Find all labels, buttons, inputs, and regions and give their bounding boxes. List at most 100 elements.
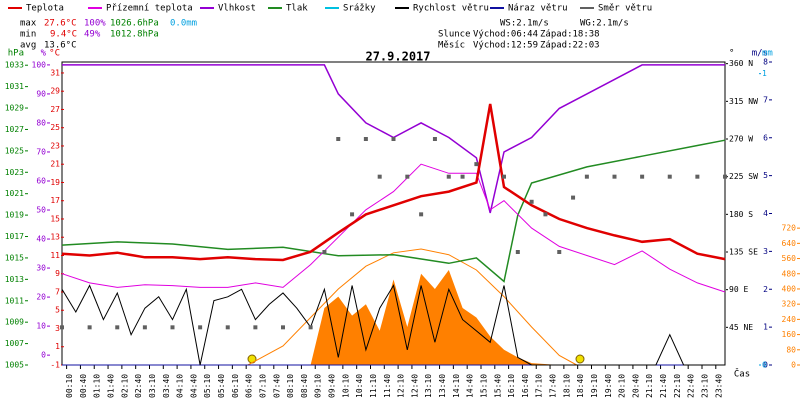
y-tick-label: 180 S bbox=[729, 210, 753, 219]
wind-direction-point bbox=[350, 212, 355, 217]
x-tick-label: 13:40 bbox=[438, 374, 447, 398]
y-axis-title: ° bbox=[729, 49, 734, 59]
x-tick-label: 05:40 bbox=[217, 374, 226, 398]
x-tick-label: 15:40 bbox=[493, 374, 502, 398]
legend-label: Teplota bbox=[26, 4, 64, 14]
x-tick-label: 20:10 bbox=[618, 374, 627, 398]
y-tick-label: 240 bbox=[782, 315, 797, 324]
y-tick-label: 320 bbox=[782, 300, 797, 309]
y-axis-title: m/s bbox=[752, 49, 768, 59]
y-tick-label: 60 bbox=[36, 176, 46, 185]
x-tick-label: 01:40 bbox=[107, 374, 116, 398]
x-tick-label: 11:10 bbox=[369, 374, 378, 398]
y-tick-label: 1005 bbox=[5, 361, 24, 370]
wind-direction-point bbox=[640, 174, 645, 179]
legend-label: Srážky bbox=[343, 4, 376, 14]
x-tick-label: 18:40 bbox=[576, 374, 585, 398]
stat: 13.6°C bbox=[44, 41, 77, 51]
wind-direction-point bbox=[225, 325, 230, 330]
wind-direction-point bbox=[419, 212, 424, 217]
y-tick-label: 25 bbox=[50, 123, 60, 132]
y-tick-label: 1019 bbox=[5, 211, 24, 220]
x-tick-label: 10:10 bbox=[341, 374, 350, 398]
stat: 27.6°C bbox=[44, 19, 77, 29]
y-tick-label: 15 bbox=[50, 214, 60, 223]
wind-direction-point bbox=[405, 174, 410, 179]
y-tick-label: 100 bbox=[32, 60, 47, 69]
wind-direction-point bbox=[557, 250, 562, 255]
y-tick-label: 20 bbox=[36, 293, 46, 302]
stat: Slunce bbox=[438, 30, 471, 40]
wind-direction-point bbox=[612, 174, 617, 179]
y-tick-label: 720 bbox=[782, 224, 797, 233]
x-tick-label: 03:10 bbox=[148, 374, 157, 398]
x-tick-label: 09:10 bbox=[314, 374, 323, 398]
stat: avg bbox=[20, 41, 36, 51]
y-tick-label: 315 NW bbox=[729, 97, 758, 106]
y-tick-label: 400 bbox=[782, 284, 797, 293]
stat: 1012.8hPa bbox=[110, 30, 159, 40]
wind-direction-point bbox=[322, 250, 327, 255]
x-tick-label: 12:10 bbox=[397, 374, 406, 398]
x-tick-label: 03:40 bbox=[162, 374, 171, 398]
y-tick-label: 1029 bbox=[5, 104, 24, 113]
wind-direction-point bbox=[170, 325, 175, 330]
x-tick-label: 02:40 bbox=[134, 374, 143, 398]
y-tick-label: 7 bbox=[55, 287, 60, 296]
y-tick-label: 1013 bbox=[5, 275, 24, 284]
stat: WS:2.1m/s bbox=[500, 19, 549, 29]
wind-direction-point bbox=[529, 199, 534, 204]
y-tick-label: 23 bbox=[50, 141, 60, 150]
y-tick-label: 21 bbox=[50, 160, 60, 169]
y-tick-label: 30 bbox=[36, 264, 46, 273]
wind-direction-point bbox=[543, 212, 548, 217]
y-tick-label: 1 bbox=[763, 323, 768, 332]
wind-direction-point bbox=[142, 325, 147, 330]
stat: max bbox=[20, 19, 37, 29]
wind-direction-point bbox=[460, 174, 465, 179]
y-tick-label: 17 bbox=[50, 196, 60, 205]
sunset-marker bbox=[575, 354, 585, 364]
solar-area bbox=[62, 270, 725, 365]
x-tick-label: 08:40 bbox=[300, 374, 309, 398]
stat: 0.0mm bbox=[170, 19, 197, 29]
y-tick-label: 9 bbox=[55, 269, 60, 278]
y-tick-label: 50 bbox=[36, 206, 46, 215]
x-axis-title: Čas bbox=[734, 368, 750, 380]
wind-direction-point bbox=[432, 137, 437, 142]
y-tick-label: 1007 bbox=[5, 339, 24, 348]
y-tick-label: 1025 bbox=[5, 146, 24, 155]
y-tick-label: 0 bbox=[763, 361, 768, 370]
y-tick-label: 270 W bbox=[729, 135, 753, 144]
y-axis-title: hPa bbox=[8, 49, 24, 59]
wind-direction-point bbox=[695, 174, 700, 179]
stats: max 27.6°C 100% 1026.6hPa 0.0mm min 9.4°… bbox=[20, 19, 629, 51]
stat: Východ:12:59 bbox=[473, 41, 538, 51]
y-tick-label: 0 bbox=[41, 351, 46, 360]
y-tick-label: 1033 bbox=[5, 61, 24, 70]
y-tick-label: 2 bbox=[763, 285, 768, 294]
series-line bbox=[61, 284, 725, 366]
x-tick-label: 22:40 bbox=[687, 374, 696, 398]
y-tick-label: 40 bbox=[36, 235, 46, 244]
y-tick-label: 7 bbox=[763, 95, 768, 104]
x-tick-label: 12:40 bbox=[410, 374, 419, 398]
stat: 9.4°C bbox=[50, 30, 77, 40]
y-tick-label: 90 E bbox=[729, 285, 748, 294]
x-tick-label: 19:10 bbox=[590, 374, 599, 398]
x-tick-label: 09:40 bbox=[328, 374, 337, 398]
y-tick-label: 640 bbox=[782, 239, 797, 248]
x-tick-label: 13:10 bbox=[424, 374, 433, 398]
y-tick-label: 1021 bbox=[5, 189, 24, 198]
y-tick-label: 0 bbox=[762, 361, 767, 370]
x-tick-label: 15:10 bbox=[479, 374, 488, 398]
y-tick-label: 3 bbox=[55, 324, 60, 333]
y-tick-label: 29 bbox=[50, 87, 60, 96]
y-tick-label: 225 SW bbox=[729, 172, 758, 181]
stat: Východ:06:44 bbox=[473, 30, 538, 40]
wind-direction-point bbox=[336, 137, 341, 142]
legend-label: Směr větru bbox=[598, 4, 652, 14]
x-tick-label: 04:40 bbox=[189, 374, 198, 398]
y-tick-label: 1 bbox=[55, 342, 60, 351]
